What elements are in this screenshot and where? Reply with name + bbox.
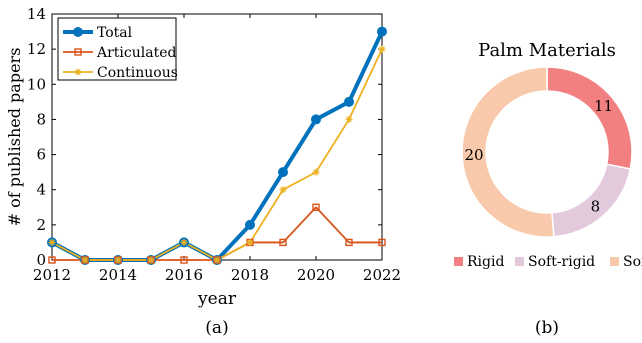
legend-label: Soft-rigid [528,254,595,270]
donut-slice-soft [461,66,555,238]
donut-chart: Palm Materials 11 8 20 Rigid Soft-rigid Soft… [454,40,642,338]
data-point-continuous [345,115,353,123]
data-point-articulated [279,238,287,247]
data-point-articulated [180,256,188,264]
data-point-continuous [114,256,122,264]
x-tick-label: 2018 [231,266,269,284]
data-point-articulated [345,238,353,247]
legend-swatch [454,257,463,266]
y-tick-label: 8 [36,110,46,128]
line-chart: 0 2 4 6 8 10 12 14 2012 2014 2016 2018 2020 2022 # o… [5,5,401,338]
x-tick-label: 2016 [165,266,203,284]
legend-marker [74,48,82,56]
donut-title: Palm Materials [478,40,616,61]
y-axis-label: # of published papers [5,48,24,227]
legend-label: Total [97,25,133,41]
data-point-continuous [48,238,56,246]
line-chart-legend: Total Articulated Continuous [57,17,178,81]
data-point-continuous [312,168,320,176]
donut-slice-rigid [546,66,633,170]
y-tick-label: 2 [36,216,46,234]
data-point-continuous [147,256,155,264]
data-point-articulated [48,256,56,264]
x-axis-ticks: 2012 2014 2016 2018 2020 2022 [33,14,401,284]
legend-item-total: Total [63,25,133,41]
donut-value-label: 8 [591,198,601,216]
y-tick-label: 14 [27,5,46,23]
legend-label: Continuous [97,65,178,81]
donut-legend: Rigid Soft-rigid Soft [454,254,642,270]
legend-label: Articulated [96,45,176,61]
data-point-continuous [279,186,287,194]
legend-marker [74,68,82,76]
data-point-continuous [378,45,386,53]
donut-value-labels: 11 8 20 [465,97,614,216]
data-point-articulated [312,203,320,211]
legend-swatch [515,257,524,266]
data-point-articulated [378,238,386,247]
y-tick-label: 0 [36,251,46,269]
caption-b: (b) [535,318,559,338]
y-axis-ticks: 0 2 4 6 8 10 12 14 [27,5,382,269]
x-tick-label: 2022 [363,266,401,284]
donut-value-label: 11 [594,97,613,115]
caption-a: (a) [205,318,228,338]
y-tick-label: 4 [36,181,46,199]
data-point-total [344,96,354,107]
y-tick-label: 12 [27,40,46,58]
x-tick-label: 2012 [33,266,71,284]
donut-legend-item-soft-rigid: Soft-rigid [515,254,595,270]
data-point-continuous [246,238,254,246]
donut-value-label: 20 [465,146,484,164]
legend-item-articulated: Articulated [63,45,176,61]
data-point-continuous [180,238,188,246]
data-point-continuous [81,256,89,264]
data-point-total [377,26,387,37]
data-point-continuous [213,256,221,264]
legend-swatch [610,257,619,266]
y-tick-label: 6 [36,146,46,164]
legend-label: Soft [623,254,642,270]
donut-legend-item-soft: Soft [610,254,642,270]
series-line-articulated [52,206,382,261]
donut-slices [461,66,633,238]
legend-marker [73,27,83,37]
data-point-total [245,219,255,230]
x-tick-label: 2020 [297,266,335,284]
x-tick-label: 2014 [99,266,137,284]
data-point-total [278,167,288,178]
x-axis-label: year [197,289,237,309]
data-point-total [311,114,321,125]
series-markers [47,26,387,265]
legend-item-continuous: Continuous [63,65,178,81]
legend-label: Rigid [467,254,504,270]
donut-legend-item-rigid: Rigid [454,254,504,270]
y-tick-label: 10 [27,75,46,93]
